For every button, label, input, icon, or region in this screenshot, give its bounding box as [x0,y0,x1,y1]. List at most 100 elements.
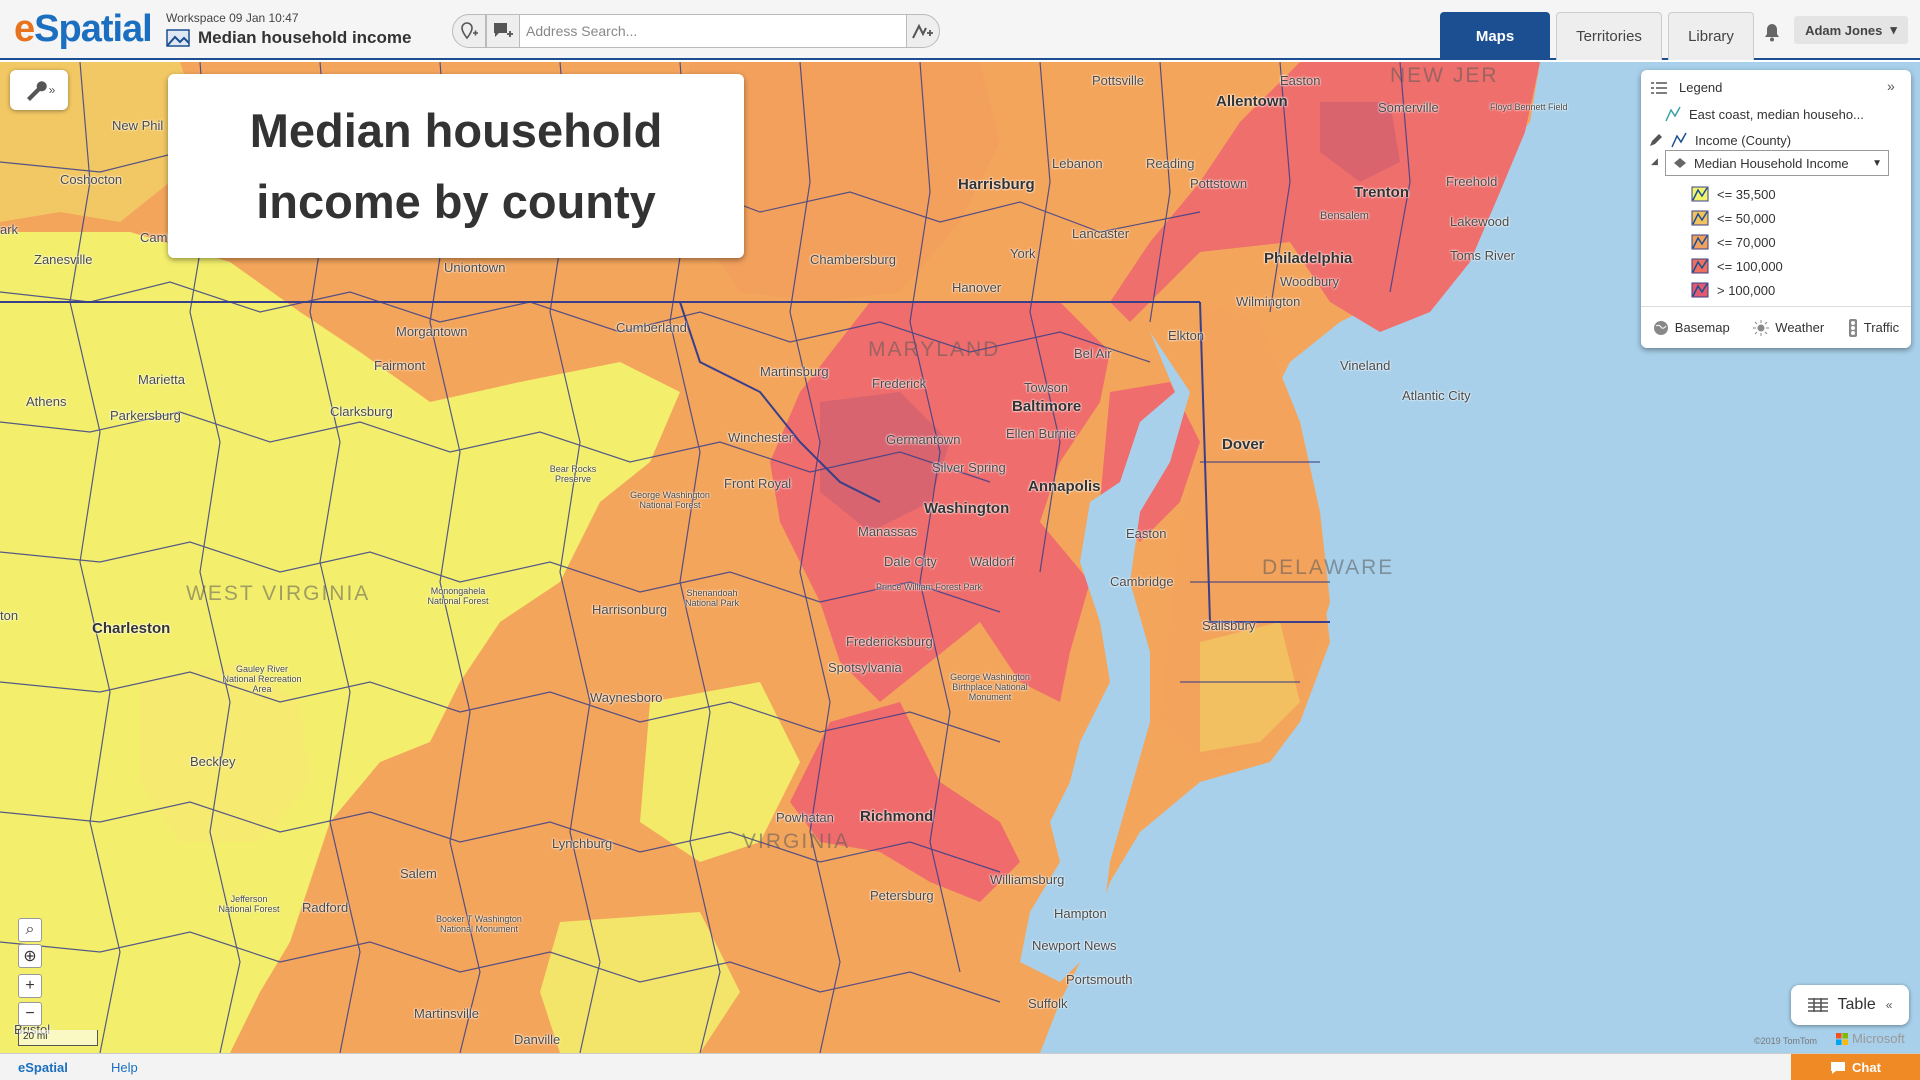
choropleth-map [0,62,1540,1053]
bell-icon[interactable] [1763,22,1781,42]
place-label: Shenandoah National Park [684,588,740,608]
place-label: Parkersburg [110,408,181,423]
legend-class-row[interactable]: > 100,000 [1691,282,1775,298]
map-attribution: ©2019 TomTom [1754,1036,1817,1046]
legend-swatch-icon [1691,210,1709,226]
place-label: Booker T Washington National Monument [436,914,522,934]
place-label: Lebanon [1052,156,1103,171]
place-label: Charleston [92,620,171,637]
legend-class-row[interactable]: <= 35,500 [1691,186,1776,202]
espatial-logo[interactable]: eSpatial [14,8,153,50]
place-label: Martinsville [414,1006,480,1021]
weather-button[interactable]: Weather [1753,319,1824,336]
help-link[interactable]: Help [111,1060,138,1075]
map-title-card[interactable]: Median household income by county [168,74,744,258]
place-label: Dover [1222,436,1265,453]
legend-layer[interactable]: Income (County) [1649,132,1791,148]
layer-group-icon [1665,106,1681,122]
legend-layer-group[interactable]: East coast, median househo... [1665,106,1864,122]
minus-icon: − [25,1005,35,1022]
place-label: Salisbury [1202,618,1256,633]
place-label: Cambridge [1110,574,1174,589]
place-label: Ellen Burnie [1006,426,1077,441]
workspace-title[interactable]: Median household income [198,28,412,47]
microsoft-icon [1836,1032,1848,1045]
field-select[interactable]: Median Household Income ▼ [1665,150,1889,176]
place-label: Lynchburg [552,836,613,851]
table-icon [1807,998,1828,1012]
table-button[interactable]: Table « [1791,985,1909,1025]
legend-swatch-icon [1691,258,1709,274]
collapse-triangle-icon[interactable]: ◢ [1651,156,1658,166]
zoom-box-button[interactable]: ⌕ [18,918,42,942]
place-label: Atlantic City [1402,388,1471,403]
magnifier-icon: ⌕ [25,921,35,938]
chat-button[interactable]: Chat [1791,1054,1920,1080]
place-label: George Washington Birthplace National Mo… [950,672,1030,702]
expand-arrows-icon: « [1885,998,1893,1012]
place-label: Pottstown [1190,176,1248,191]
tab-territories[interactable]: Territories [1556,12,1662,60]
user-menu-button[interactable]: Adam Jones ▾ [1794,16,1908,44]
locate-button[interactable]: ⊕ [18,944,42,968]
add-comment-button[interactable] [486,14,520,48]
basemap-button[interactable]: Basemap [1653,320,1730,336]
place-label: Spotsylvania [828,660,902,675]
tab-library[interactable]: Library [1668,12,1754,60]
add-pin-button[interactable] [452,14,486,48]
workspace-meta: Workspace 09 Jan 10:47 [166,11,299,25]
place-label: Floyd Bennett Field [1490,102,1568,112]
legend-class-label: <= 50,000 [1717,210,1776,226]
place-label: Radford [302,900,349,915]
place-label: Beckley [190,754,236,769]
tab-maps[interactable]: Maps [1440,12,1550,60]
zoom-in-button[interactable]: + [18,974,42,998]
state-label-md: MARYLAND [868,338,1001,361]
footer-bar: eSpatial Help Chat [0,1053,1920,1080]
place-label: Germantown [886,432,961,447]
place-label: Monongahela National Forest [427,586,489,606]
map-tools-button[interactable]: » [10,70,68,110]
place-label: Elkton [1168,328,1205,343]
place-label: Portsmouth [1066,972,1133,987]
search-options-button[interactable] [906,14,940,48]
place-label: Chambersburg [810,252,896,267]
legend-class-row[interactable]: <= 50,000 [1691,210,1776,226]
legend-header: Legend [1651,80,1722,95]
place-label: Annapolis [1028,478,1101,495]
place-label: Zanesville [34,252,93,267]
address-search [452,14,940,48]
place-label: Uniontown [444,260,506,275]
footer-logo[interactable]: eSpatial [18,1060,68,1075]
layer-label: Income (County) [1695,132,1792,148]
traffic-button[interactable]: Traffic [1848,318,1899,337]
chat-icon [1831,1061,1846,1074]
microsoft-logo: Microsoft [1836,1031,1905,1046]
place-label: Cumberland [616,320,687,335]
legend-class-row[interactable]: <= 100,000 [1691,258,1783,274]
place-label: Suffolk [1028,996,1068,1011]
place-label: Marietta [138,372,185,387]
place-label: Jefferson National Forest [218,894,280,914]
place-label: Hanover [952,280,1002,295]
legend-footer: Basemap Weather Traffic [1641,306,1911,348]
place-label: Wilmington [1236,294,1301,309]
chevron-down-icon: ▼ [1872,157,1882,169]
region-low-income-west [0,232,680,1053]
top-bar: eSpatial Workspace 09 Jan 10:47 Median h… [0,0,1920,60]
place-label: Woodbury [1280,274,1340,289]
land-base [0,62,1540,1053]
collapse-legend-icon[interactable]: » [1887,78,1895,94]
zoom-out-button[interactable]: − [18,1002,42,1026]
pencil-icon[interactable] [1649,133,1663,147]
map-icon [166,29,190,47]
place-label: Prince William Forest Park [876,582,983,592]
place-label: Clarksburg [330,404,393,419]
region-va-central [640,682,800,862]
legend-class-row[interactable]: <= 70,000 [1691,234,1776,250]
region-delmarva-south [1200,622,1300,752]
pin-plus-icon [461,22,478,40]
place-label: Somerville [1378,100,1439,115]
search-input[interactable] [520,14,906,48]
comment-plus-icon [494,23,513,37]
